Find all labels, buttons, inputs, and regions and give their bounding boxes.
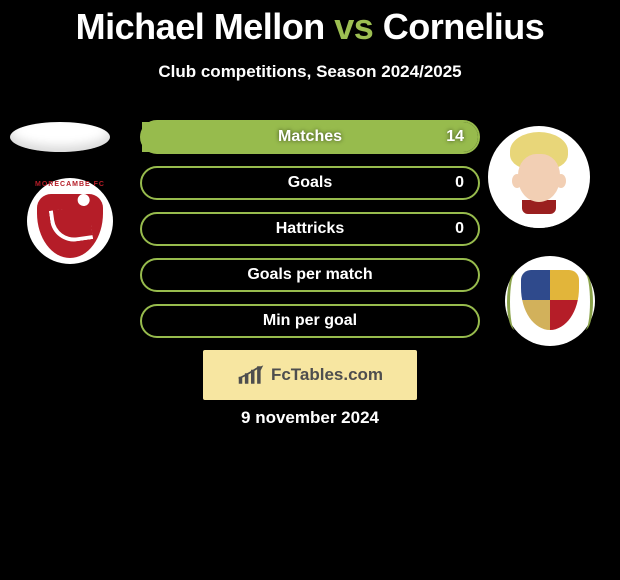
player1-name: Michael Mellon xyxy=(76,6,325,47)
stat-row-min-per-goal: Min per goal xyxy=(140,304,480,338)
stat-label: Goals per match xyxy=(247,266,372,284)
bar-chart-icon xyxy=(237,364,265,386)
subtitle: Club competitions, Season 2024/2025 xyxy=(0,62,620,82)
player2-avatar xyxy=(488,126,590,228)
vs-label: vs xyxy=(334,6,373,47)
source-logo-text: FcTables.com xyxy=(271,365,383,385)
stat-fill-right xyxy=(142,122,478,152)
date-label: 9 november 2024 xyxy=(0,408,620,428)
stat-row-goals: Goals 0 xyxy=(140,166,480,200)
player1-club-badge: MORECAMBE FC xyxy=(20,178,120,266)
stat-row-hattricks: Hattricks 0 xyxy=(140,212,480,246)
stat-row-matches: Matches 14 xyxy=(140,120,480,154)
stat-label: Goals xyxy=(288,174,332,192)
page-title: Michael Mellon vs Cornelius xyxy=(0,0,620,48)
stat-value-right: 0 xyxy=(455,220,464,238)
stat-label: Hattricks xyxy=(276,220,344,238)
source-logo: FcTables.com xyxy=(203,350,417,400)
stat-value-right: 0 xyxy=(455,174,464,192)
player1-avatar xyxy=(10,122,110,152)
player2-club-badge xyxy=(498,256,602,346)
badge-ring-text: MORECAMBE FC xyxy=(27,181,113,188)
stat-label: Min per goal xyxy=(263,312,357,330)
stat-value-right: 14 xyxy=(446,128,464,146)
stat-row-goals-per-match: Goals per match xyxy=(140,258,480,292)
player2-name: Cornelius xyxy=(383,6,545,47)
comparison-stats: Matches 14 Goals 0 Hattricks 0 Goals per… xyxy=(140,120,480,350)
